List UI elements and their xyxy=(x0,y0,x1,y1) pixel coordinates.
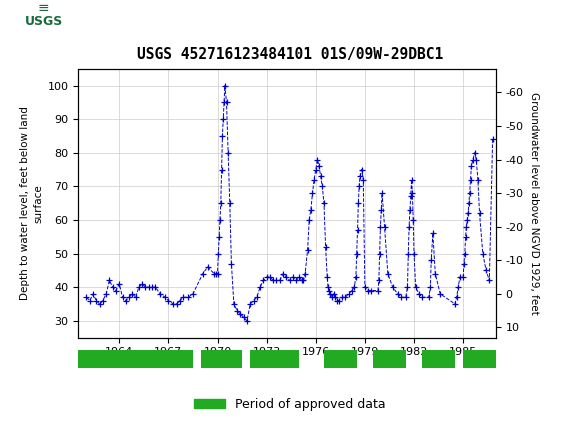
Text: USGS 452716123484101 01S/09W-29DBC1: USGS 452716123484101 01S/09W-29DBC1 xyxy=(137,47,443,62)
Bar xyxy=(463,350,496,368)
Bar xyxy=(78,350,193,368)
Y-axis label: Depth to water level, feet below land
surface: Depth to water level, feet below land su… xyxy=(20,106,44,300)
Bar xyxy=(422,350,455,368)
Bar xyxy=(250,350,299,368)
Y-axis label: Groundwater level above NGVD 1929, feet: Groundwater level above NGVD 1929, feet xyxy=(530,92,539,315)
Bar xyxy=(6,3,81,42)
Bar xyxy=(324,350,357,368)
Text: USGS: USGS xyxy=(24,15,63,28)
Bar xyxy=(201,350,242,368)
Legend: Period of approved data: Period of approved data xyxy=(189,393,391,416)
Bar xyxy=(373,350,406,368)
Text: ≡: ≡ xyxy=(38,1,49,15)
